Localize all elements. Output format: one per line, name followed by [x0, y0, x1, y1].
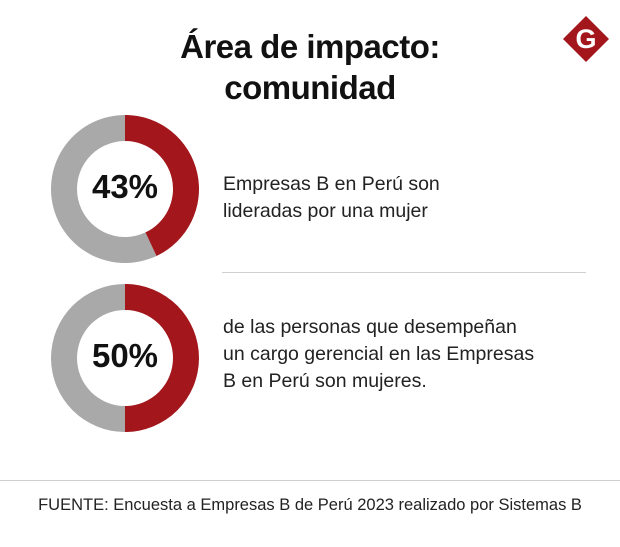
- source-note: FUENTE: Encuesta a Empresas B de Perú 20…: [38, 496, 582, 514]
- logo-letter: G: [575, 24, 596, 54]
- donut-2-description-line: de las personas que desempeñan: [223, 316, 517, 338]
- donut-1-remainder-slice: [51, 115, 157, 263]
- donut-2-description: de las personas que desempeñan un cargo …: [223, 314, 534, 395]
- donut-1-highlight-slice: [125, 115, 200, 256]
- donut-2-highlight-slice: [125, 284, 199, 432]
- donut-chart-2: [50, 284, 199, 432]
- title-line-1: Área de impacto:: [180, 28, 440, 65]
- donut-1-description-line: lideradas por una mujer: [223, 200, 428, 222]
- brand-logo-icon: G: [563, 16, 609, 62]
- donut-chart-1: [51, 115, 200, 263]
- logo-diamond: [563, 16, 609, 62]
- chart-title: Área de impacto: comunidad: [0, 26, 620, 108]
- donut-1-description-line: Empresas B en Perú son: [223, 173, 440, 195]
- section-divider: [222, 272, 586, 273]
- donut-2-description-line: un cargo gerencial en las Empresas: [223, 343, 535, 365]
- donut-1-value-label: 43%: [91, 168, 159, 205]
- donut-2-value-label: 50%: [91, 337, 159, 374]
- title-line-2: comunidad: [224, 69, 396, 106]
- footer-divider: [0, 480, 620, 481]
- donut-2-segments: [50, 284, 199, 432]
- donut-1-description: Empresas B en Perú son lideradas por una…: [223, 171, 440, 225]
- donut-1-segments: [51, 115, 200, 263]
- donut-2-description-line: B en Perú son mujeres.: [223, 370, 427, 392]
- donut-2-remainder-slice: [50, 284, 125, 432]
